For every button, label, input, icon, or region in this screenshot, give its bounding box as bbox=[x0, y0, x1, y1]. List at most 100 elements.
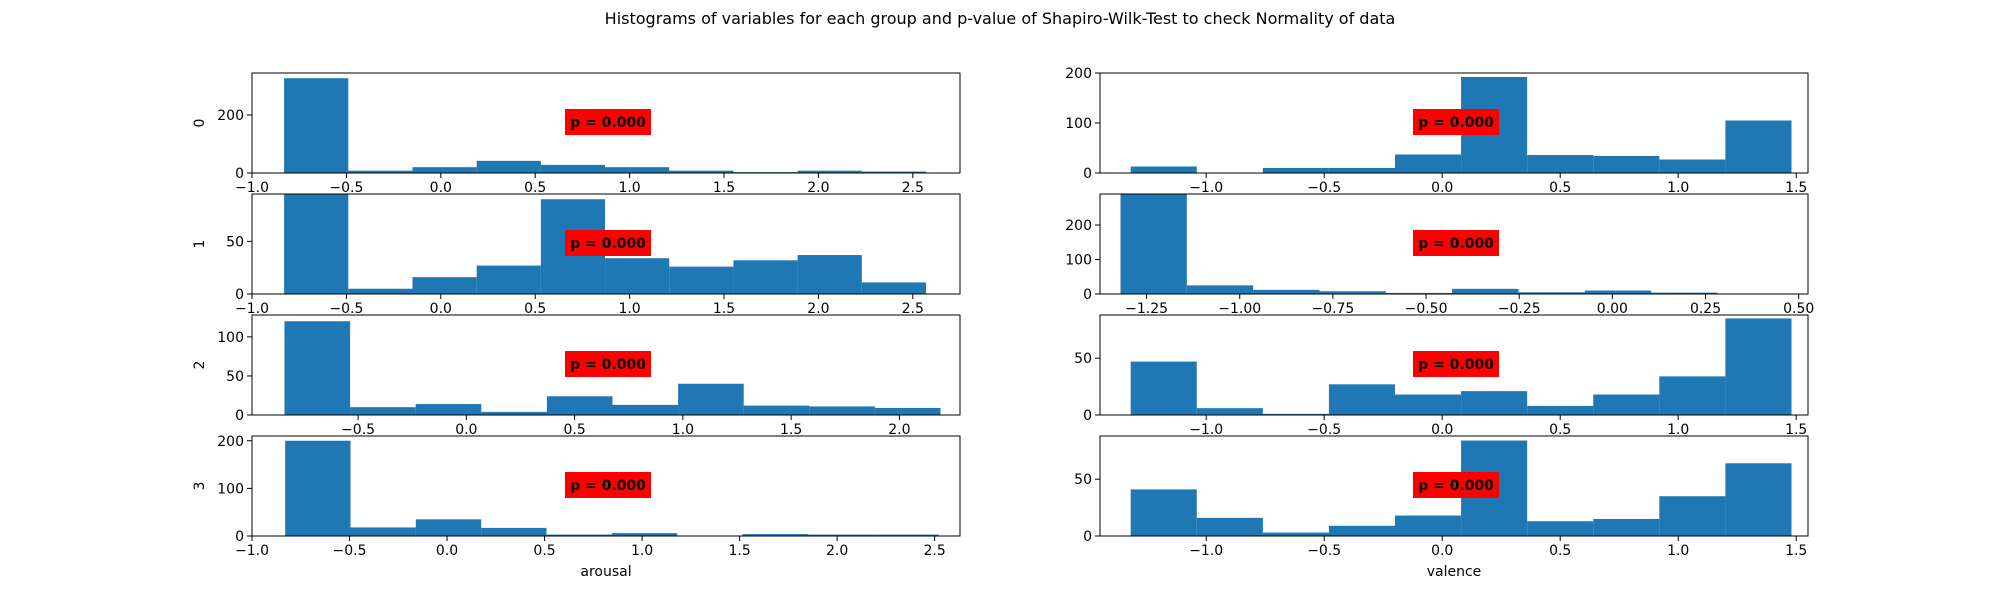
subplot-valence-group-3: −1.0 −0.5 0.0 0.5 1.0 1.5 0 50 valence p = 0.000 bbox=[1074, 435, 1809, 580]
histogram-bar bbox=[669, 266, 734, 294]
histogram-bar bbox=[733, 260, 798, 294]
x-tick-label: 0.0 bbox=[1431, 422, 1453, 438]
histogram-bar bbox=[284, 194, 349, 294]
histogram-bar bbox=[1328, 168, 1395, 173]
x-tick-label: 1.0 bbox=[1667, 180, 1689, 196]
histogram-bar bbox=[669, 170, 734, 173]
x-tick-label: 2.0 bbox=[826, 543, 848, 559]
y-tick-label: 50 bbox=[1074, 351, 1092, 367]
y-tick-label: 100 bbox=[1065, 253, 1092, 269]
y-tick-label: 200 bbox=[1065, 66, 1092, 82]
x-tick-label: 2.5 bbox=[902, 301, 924, 317]
y-tick-label: 100 bbox=[217, 330, 244, 346]
histogram-bar bbox=[1527, 155, 1594, 173]
histogram-bar bbox=[348, 288, 413, 294]
histogram-bar bbox=[1651, 292, 1718, 294]
x-tick-label: 0.0 bbox=[430, 301, 452, 317]
histogram-bar bbox=[1319, 291, 1386, 294]
p-value-label: p = 0.000 bbox=[570, 357, 646, 373]
y-tick-label: 200 bbox=[217, 108, 244, 124]
x-tick-label: 2.0 bbox=[888, 422, 910, 438]
x-tick-label: −0.25 bbox=[1498, 301, 1541, 317]
histogram-bar bbox=[1130, 166, 1197, 173]
subplot-arousal-group-3: −1.0 −0.5 0.0 0.5 1.0 1.5 2.0 2.5 0 100 200 3 arousa… bbox=[192, 434, 961, 580]
histogram-bar bbox=[1593, 518, 1660, 536]
histogram-bar bbox=[1120, 194, 1187, 294]
histogram-bar bbox=[1725, 120, 1792, 173]
subplot-valence-group-1: −1.25 −1.00 −0.75 −0.50 −0.25 0.00 0.25 0.50 0 10… bbox=[1065, 193, 1814, 317]
histogram-bar bbox=[546, 396, 613, 415]
histogram-bar bbox=[540, 164, 606, 173]
y-tick-label: 0 bbox=[1083, 408, 1092, 424]
histogram-bar bbox=[1725, 318, 1792, 415]
histogram-bar bbox=[476, 265, 541, 294]
histogram-bar bbox=[743, 405, 810, 415]
histogram-bar bbox=[348, 170, 413, 173]
histogram-bar bbox=[873, 534, 939, 536]
histogram-bar bbox=[612, 404, 679, 415]
histogram-bar bbox=[1196, 517, 1263, 536]
histogram-bar bbox=[1186, 285, 1254, 294]
x-tick-label: −1.0 bbox=[1189, 180, 1223, 196]
x-tick-label: 1.0 bbox=[1667, 543, 1689, 559]
p-value-label: p = 0.000 bbox=[570, 478, 646, 494]
y-tick-label: 50 bbox=[226, 369, 244, 385]
histogram-bar bbox=[742, 534, 808, 536]
p-value-label: p = 0.000 bbox=[570, 236, 646, 252]
x-tick-label: 0.50 bbox=[1783, 301, 1814, 317]
x-axis-label: valence bbox=[1427, 564, 1482, 580]
x-tick-label: −1.0 bbox=[1189, 543, 1223, 559]
histogram-bar bbox=[350, 527, 416, 536]
histogram-bar bbox=[1659, 159, 1726, 173]
x-tick-label: 0.0 bbox=[1431, 543, 1453, 559]
histogram-bar bbox=[1262, 532, 1329, 536]
x-tick-label: 1.5 bbox=[1785, 180, 1807, 196]
x-tick-label: −0.5 bbox=[1307, 543, 1341, 559]
histogram-bar bbox=[1518, 292, 1585, 294]
axes-frame bbox=[1099, 193, 1809, 295]
x-tick-label: 2.5 bbox=[902, 180, 924, 196]
y-tick-label: 0 bbox=[1083, 529, 1092, 545]
histogram-bar bbox=[797, 255, 862, 294]
axes-frame bbox=[251, 72, 961, 174]
x-tick-label: −0.5 bbox=[1307, 180, 1341, 196]
histogram-bar bbox=[611, 533, 678, 536]
x-tick-label: −1.0 bbox=[235, 301, 269, 317]
x-tick-label: 0.5 bbox=[563, 422, 585, 438]
histogram-bar bbox=[861, 282, 927, 294]
histogram-bar bbox=[412, 277, 477, 294]
histogram-bar bbox=[678, 383, 744, 415]
histogram-bar bbox=[476, 160, 541, 173]
x-tick-label: 1.0 bbox=[618, 301, 640, 317]
subplot-valence-group-0: −1.0 −0.5 0.0 0.5 1.0 1.5 0 100 200 p = 0.000 bbox=[1065, 66, 1809, 196]
y-tick-label: 0 bbox=[235, 287, 244, 303]
histogram-bar bbox=[1659, 496, 1726, 536]
axes-frame bbox=[1099, 314, 1809, 416]
histogram-bar bbox=[1395, 394, 1462, 415]
x-tick-label: 0.00 bbox=[1597, 301, 1628, 317]
histogram-bar bbox=[350, 407, 416, 415]
histogram-bar bbox=[285, 440, 351, 536]
x-tick-label: 1.0 bbox=[1667, 422, 1689, 438]
x-tick-label: 0.0 bbox=[1431, 180, 1453, 196]
x-tick-label: −1.0 bbox=[1189, 422, 1223, 438]
histogram-bar bbox=[1328, 525, 1395, 536]
x-tick-label: 0.0 bbox=[436, 543, 458, 559]
y-tick-label: 100 bbox=[217, 481, 244, 497]
y-tick-label: 0 bbox=[235, 408, 244, 424]
x-tick-label: −1.00 bbox=[1218, 301, 1261, 317]
p-value-box bbox=[1413, 109, 1499, 135]
x-tick-label: −0.5 bbox=[341, 422, 375, 438]
histogram-bar bbox=[605, 258, 670, 294]
x-tick-label: 1.0 bbox=[631, 543, 653, 559]
axes-frame bbox=[251, 193, 961, 295]
y-tick-label: 100 bbox=[1065, 116, 1092, 132]
p-value-box bbox=[565, 351, 651, 377]
x-tick-label: −1.25 bbox=[1125, 301, 1168, 317]
subplots-grid: −1.0 −0.5 0.0 0.5 1.0 1.5 2.0 2.5 0 200 0 p = 0.000… bbox=[192, 66, 1814, 580]
p-value-label: p = 0.000 bbox=[1418, 236, 1494, 252]
histogram-bar bbox=[797, 170, 862, 173]
x-tick-label: 2.5 bbox=[924, 543, 946, 559]
x-tick-label: 2.0 bbox=[807, 180, 829, 196]
